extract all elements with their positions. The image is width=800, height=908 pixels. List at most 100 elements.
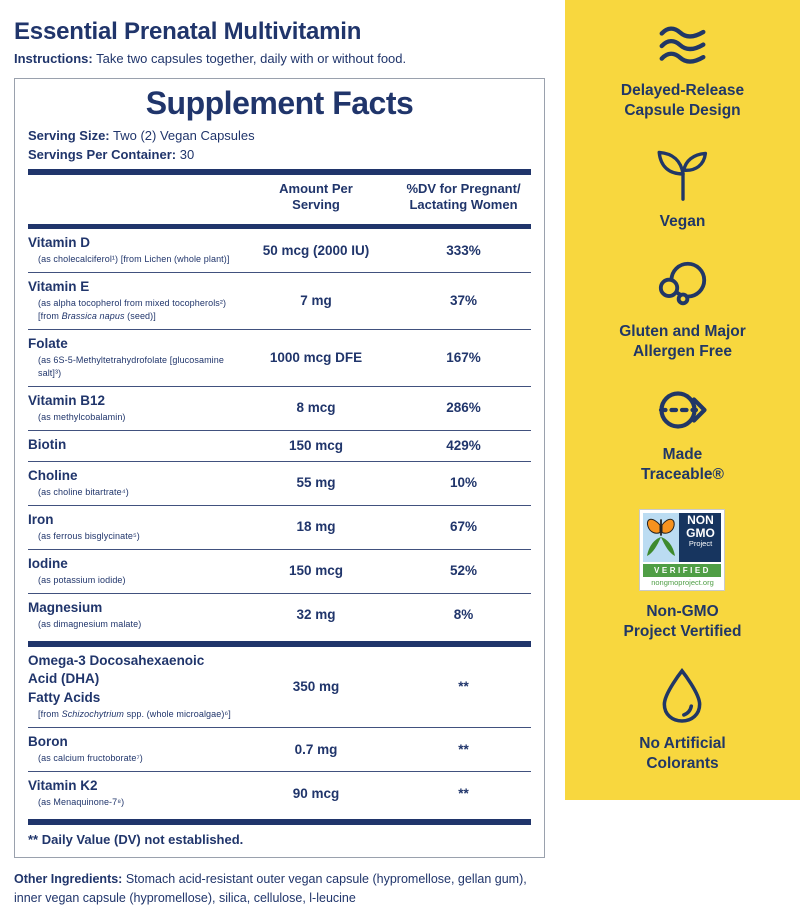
dv-footnote: ** Daily Value (DV) not established. [28,832,244,848]
divider-bar [28,168,531,175]
amount-value: 350 mg [292,678,340,694]
column-header-amount: Amount Per Serving [279,180,353,212]
amount-value: 1000 mcg DFE [269,349,363,365]
nutrient-name: Magnesium [28,599,103,615]
nutrient-name: Boron [28,734,68,750]
nutrient-source: (as potassium iodide) [38,574,126,585]
table-row: Folate (as 6S-5-Methyltetrahydrofolate [… [28,329,531,386]
nutrient-name: Vitamin D [28,235,91,251]
nutrient-source: (as cholecalciferol¹) [from Lichen (whol… [38,253,230,264]
source-latin-name: Schizochytrium [61,709,125,720]
feature-allergen-free: Gluten and Major Allergen Free [619,257,746,362]
dv-value: 8% [453,607,474,623]
gmo-badge-text: NON [687,513,714,528]
amount-value: 0.7 mg [294,741,338,757]
serving-size: Serving Size: Two (2) Vegan Capsules [28,127,531,146]
nutrient-source: (as calcium fructoborate⁷) [38,753,143,764]
table-row: Iron (as ferrous bisglycinate⁵) 18 mg 67… [28,504,531,549]
table-row: Iodine (as potassium iodide) 150 mcg 52% [28,548,531,593]
table-row: Vitamin B12 (as methylcobalamin) 8 mcg 2… [28,385,531,430]
instructions-label: Instructions: [14,51,93,66]
nutrient-name: Vitamin B12 [28,392,106,408]
divider-bar [28,224,531,230]
feature-no-colorants: No Artificial Colorants [639,667,726,774]
dv-value: ** [458,678,469,694]
nutrient-source: [from Schizochytrium spp. (whole microal… [28,708,236,721]
nutrient-name: Omega-3 Docosahexaenoic Acid (DHA) Fatty… [28,652,205,706]
table-row: Vitamin K2 (as Menaquinone-7⁸) 90 mcg ** [28,771,531,815]
feature-label: Delayed-Release Capsule Design [620,82,745,120]
source-text: [from [38,709,62,720]
amount-value: 50 mcg (2000 IU) [262,242,370,258]
dv-value: ** [458,785,469,801]
table-header-row: Amount Per Serving %DV for Pregnant/ Lac… [28,175,531,221]
serving-size-value: Two (2) Vegan Capsules [109,127,255,143]
amount-value: 8 mcg [296,400,336,416]
servings-per-container: Servings Per Container: 30 [28,146,531,165]
nutrient-name: Choline [28,467,78,483]
nutrient-source: (as choline bitartrate⁴) [38,486,129,497]
page-title: Essential Prenatal Multivitamin [14,18,362,45]
servings-per-container-label: Servings Per Container: [28,146,177,162]
table-row: Magnesium (as dimagnesium malate) 32 mg … [28,592,531,637]
nutrient-name: Biotin [28,436,67,452]
amount-value: 7 mg [300,293,332,308]
divider-bar [28,640,531,647]
table-row: Omega-3 Docosahexaenoic Acid (DHA) Fatty… [28,647,531,728]
table-row: Vitamin E (as alpha tocopherol from mixe… [28,272,531,329]
gmo-badge-verified: VERIFIED [643,564,722,578]
table-row: Boron (as calcium fructoborate⁷) 0.7 mg … [28,727,531,771]
nutrient-source: (as ferrous bisglycinate⁵) [38,530,140,541]
dv-value: 333% [446,242,481,258]
table-row: Biotin 150 mcg 429% [28,429,531,461]
nutrient-name: Iodine [28,555,68,571]
amount-value: 90 mcg [292,785,340,801]
feature-label: Gluten and Major Allergen Free [619,322,746,360]
feature-label: Non-GMO Project Vertified [623,603,742,641]
supplement-facts-title: Supplement Facts [145,84,414,121]
gmo-badge-text: Project [688,539,713,549]
droplet-icon [663,667,702,723]
nutrient-name: Vitamin K2 [28,778,98,794]
nutrient-source: (as 6S-5-Methyltetrahydrofolate [glucosa… [38,354,224,378]
dv-value: ** [458,741,469,757]
sprout-icon [657,151,707,202]
waves-icon [659,26,705,64]
servings-per-container-value: 30 [176,146,195,162]
nutrient-source: [from Brassica napus (seed)] [28,310,236,323]
nutrient-source: (as alpha tocopherol from mixed tocopher… [38,297,227,308]
feature-label: Vegan [659,213,706,231]
nutrient-name: Folate [28,336,68,351]
dv-value: 10% [449,475,478,491]
butterfly-icon [643,513,680,563]
table-row: Choline (as choline bitartrate⁴) 55 mg 1… [28,460,531,505]
amount-value: 150 mcg [288,437,344,453]
nutrient-name: Iron [28,511,54,527]
nutrient-name: Vitamin E [28,279,90,295]
nutrient-source: (as dimagnesium malate) [38,618,142,629]
feature-sidebar: Delayed-Release Capsule Design Vegan Glu… [565,0,800,800]
gmo-badge-text: GMO [686,525,715,540]
dv-value: 167% [446,349,481,365]
feature-label: Made Traceable® [641,445,724,484]
non-gmo-badge: NON GMO Project VERIFIED nongmoproject.o… [639,509,726,592]
gmo-badge-url: nongmoproject.org [651,578,714,588]
amount-value: 32 mg [296,607,336,623]
source-text: (seed)] [124,310,156,321]
amount-value: 18 mg [296,519,336,535]
serving-size-label: Serving Size: [28,127,110,143]
amount-value: 55 mg [296,475,336,491]
feature-delayed-release: Delayed-Release Capsule Design [621,24,744,121]
table-row: Vitamin D (as cholecalciferol¹) [from Li… [28,229,531,272]
dv-value: 286% [446,400,481,416]
dv-value: 37% [449,293,478,308]
dv-value: 67% [449,519,478,535]
instructions: Instructions: Take two capsules together… [14,51,545,68]
supplement-facts-box: Supplement Facts Serving Size: Two (2) V… [14,77,545,859]
feature-non-gmo: NON GMO Project VERIFIED nongmoproject.o… [623,509,742,642]
instructions-text: Take two capsules together, daily with o… [92,51,407,66]
source-text: [from [38,310,62,321]
column-header-dv: %DV for Pregnant/ Lactating Women [406,180,521,212]
source-latin-name: Brassica napus [61,310,125,321]
label-panel: Essential Prenatal Multivitamin Instruct… [14,18,545,905]
